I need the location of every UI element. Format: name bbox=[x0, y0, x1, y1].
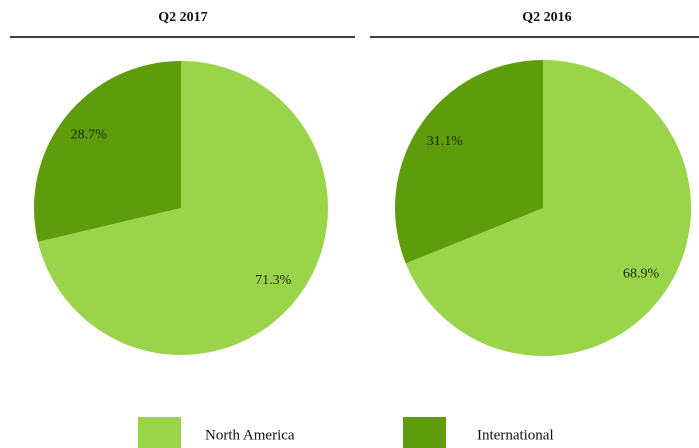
chart-title: Q2 2016 bbox=[522, 10, 571, 25]
legend-label: North America bbox=[205, 427, 295, 443]
value-label: 68.9% bbox=[623, 266, 660, 281]
value-label: 28.7% bbox=[71, 127, 108, 142]
chart-title: Q2 2017 bbox=[158, 10, 207, 25]
pie-slice bbox=[405, 60, 691, 357]
value-label: 31.1% bbox=[427, 134, 464, 149]
legend-swatch bbox=[403, 417, 446, 448]
legend-swatch bbox=[138, 417, 181, 448]
pie-slice bbox=[33, 61, 181, 242]
legend-label: International bbox=[477, 427, 554, 443]
pie-slice bbox=[395, 60, 543, 264]
value-label: 71.3% bbox=[255, 273, 292, 288]
pie-slice bbox=[37, 61, 328, 355]
